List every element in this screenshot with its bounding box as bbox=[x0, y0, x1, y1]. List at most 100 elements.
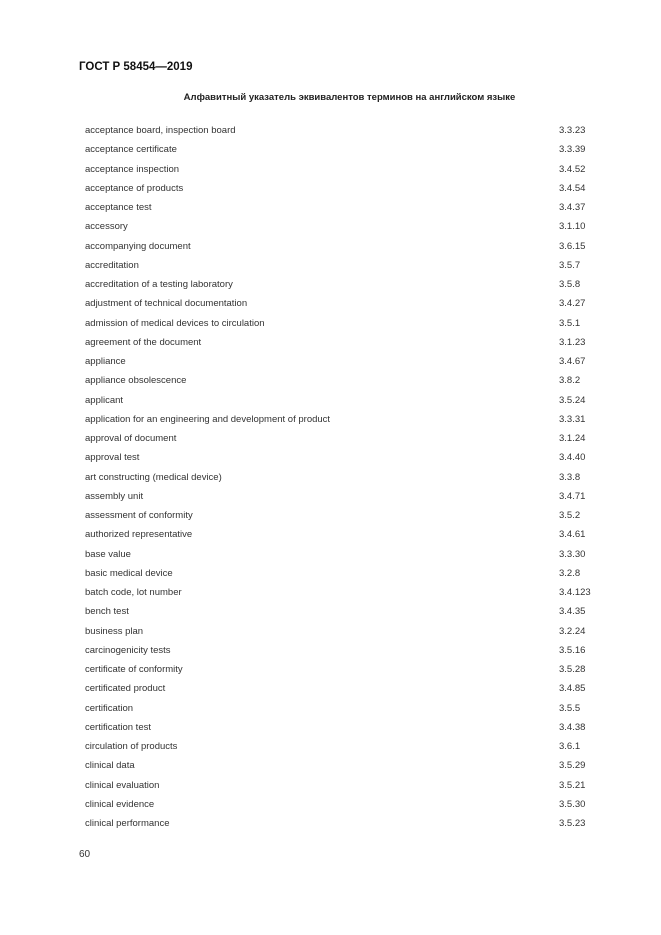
entry-term: certificated product bbox=[85, 683, 166, 695]
index-entry: certificate of conformity 3.5.28 bbox=[85, 660, 595, 679]
entry-term: art constructing (medical device) bbox=[85, 471, 222, 483]
index-entry: acceptance inspection 3.4.52 bbox=[85, 160, 595, 179]
index-entry: certification 3.5.5 bbox=[85, 699, 595, 718]
entry-term: accreditation of a testing laboratory bbox=[85, 279, 233, 291]
entry-term: clinical evaluation bbox=[85, 779, 160, 791]
entry-reference: 3.5.8 bbox=[559, 279, 581, 291]
entry-reference: 3.5.5 bbox=[559, 702, 581, 714]
entry-reference: 3.4.71 bbox=[559, 490, 586, 502]
entry-term: approval test bbox=[85, 452, 140, 464]
entry-term: assembly unit bbox=[85, 490, 144, 502]
entry-reference: 3.1.10 bbox=[559, 221, 586, 233]
term-index-list: acceptance board, inspection board 3.3.23… bbox=[85, 121, 595, 833]
entry-term: accompanying document bbox=[85, 240, 191, 252]
entry-reference: 3.1.24 bbox=[559, 433, 586, 445]
index-entry: authorized representative 3.4.61 bbox=[85, 525, 595, 544]
entry-reference: 3.4.35 bbox=[559, 606, 586, 618]
entry-term: certification bbox=[85, 702, 134, 714]
entry-reference: 3.8.2 bbox=[559, 375, 581, 387]
index-entry: admission of medical devices to circulat… bbox=[85, 314, 595, 333]
entry-term: clinical data bbox=[85, 760, 135, 772]
index-entry: circulation of products 3.6.1 bbox=[85, 737, 595, 756]
document-header: ГОСТ Р 58454—2019 bbox=[79, 61, 193, 73]
entry-term: applicant bbox=[85, 394, 124, 406]
index-entry: certificated product 3.4.85 bbox=[85, 679, 595, 698]
entry-term: admission of medical devices to circulat… bbox=[85, 317, 265, 329]
entry-reference: 3.3.39 bbox=[559, 144, 586, 156]
entry-term: base value bbox=[85, 548, 131, 560]
index-entry: carcinogenicity tests 3.5.16 bbox=[85, 641, 595, 660]
entry-reference: 3.4.27 bbox=[559, 298, 586, 310]
index-entry: acceptance board, inspection board 3.3.23 bbox=[85, 121, 595, 140]
index-entry: application for an engineering and devel… bbox=[85, 410, 595, 429]
entry-reference: 3.4.67 bbox=[559, 356, 586, 368]
entry-term: acceptance inspection bbox=[85, 163, 180, 175]
index-entry: clinical performance 3.5.23 bbox=[85, 814, 595, 833]
entry-reference: 3.4.52 bbox=[559, 163, 586, 175]
entry-term: certificate of conformity bbox=[85, 664, 183, 676]
index-entry: certification test 3.4.38 bbox=[85, 718, 595, 737]
entry-reference: 3.3.23 bbox=[559, 125, 586, 137]
index-entry: acceptance of products 3.4.54 bbox=[85, 179, 595, 198]
entry-term: appliance obsolescence bbox=[85, 375, 187, 387]
entry-term: business plan bbox=[85, 625, 144, 637]
entry-term: carcinogenicity tests bbox=[85, 644, 171, 656]
entry-term: acceptance of products bbox=[85, 182, 184, 194]
index-entry: batch code, lot number 3.4.123 bbox=[85, 583, 595, 602]
index-entry: appliance obsolescence 3.8.2 bbox=[85, 371, 595, 390]
index-entry: acceptance certificate 3.3.39 bbox=[85, 140, 595, 159]
entry-reference: 3.5.24 bbox=[559, 394, 586, 406]
index-title: Алфавитный указатель эквивалентов термин… bbox=[183, 92, 516, 103]
entry-reference: 3.5.30 bbox=[559, 798, 586, 810]
entry-term: agreement of the document bbox=[85, 336, 202, 348]
index-entry: adjustment of technical documentation 3.4… bbox=[85, 294, 595, 313]
index-entry: accessory 3.1.10 bbox=[85, 217, 595, 236]
entry-reference: 3.3.30 bbox=[559, 548, 586, 560]
entry-reference: 3.4.123 bbox=[559, 587, 591, 599]
entry-reference: 3.2.24 bbox=[559, 625, 586, 637]
index-entry: accompanying document 3.6.15 bbox=[85, 237, 595, 256]
entry-term: approval of document bbox=[85, 433, 177, 445]
index-entry: appliance 3.4.67 bbox=[85, 352, 595, 371]
index-entry: approval of document 3.1.24 bbox=[85, 429, 595, 448]
entry-term: accreditation bbox=[85, 259, 139, 271]
entry-term: acceptance board, inspection board bbox=[85, 125, 236, 137]
index-entry: assessment of conformity 3.5.2 bbox=[85, 506, 595, 525]
entry-reference: 3.4.54 bbox=[559, 182, 586, 194]
entry-term: basic medical device bbox=[85, 567, 173, 579]
entry-term: appliance bbox=[85, 356, 126, 368]
index-entry: clinical evidence 3.5.30 bbox=[85, 795, 595, 814]
entry-term: certification test bbox=[85, 721, 151, 733]
index-entry: accreditation 3.5.7 bbox=[85, 256, 595, 275]
index-entry: approval test 3.4.40 bbox=[85, 448, 595, 467]
page-number: 60 bbox=[79, 849, 91, 860]
entry-reference: 3.4.85 bbox=[559, 683, 586, 695]
entry-reference: 3.4.38 bbox=[559, 721, 586, 733]
entry-reference: 3.5.29 bbox=[559, 760, 586, 772]
index-entry: clinical data 3.5.29 bbox=[85, 756, 595, 775]
entry-term: bench test bbox=[85, 606, 129, 618]
entry-term: clinical performance bbox=[85, 818, 170, 830]
entry-term: accessory bbox=[85, 221, 128, 233]
entry-term: acceptance certificate bbox=[85, 144, 177, 156]
entry-reference: 3.4.37 bbox=[559, 202, 586, 214]
entry-reference: 3.5.23 bbox=[559, 818, 586, 830]
index-entry: business plan 3.2.24 bbox=[85, 622, 595, 641]
entry-reference: 3.5.1 bbox=[559, 317, 581, 329]
entry-reference: 3.6.1 bbox=[559, 741, 581, 753]
entry-reference: 3.5.28 bbox=[559, 664, 586, 676]
entry-reference: 3.5.7 bbox=[559, 259, 581, 271]
index-entry: basic medical device 3.2.8 bbox=[85, 564, 595, 583]
index-entry: agreement of the document 3.1.23 bbox=[85, 333, 595, 352]
entry-reference: 3.4.61 bbox=[559, 529, 586, 541]
entry-term: application for an engineering and devel… bbox=[85, 413, 331, 425]
entry-term: batch code, lot number bbox=[85, 587, 182, 599]
entry-term: clinical evidence bbox=[85, 798, 155, 810]
entry-term: circulation of products bbox=[85, 741, 178, 753]
index-entry: art constructing (medical device) 3.3.8 bbox=[85, 468, 595, 487]
entry-term: adjustment of technical documentation bbox=[85, 298, 248, 310]
entry-reference: 3.5.21 bbox=[559, 779, 586, 791]
entry-term: authorized representative bbox=[85, 529, 193, 541]
index-entry: clinical evaluation 3.5.21 bbox=[85, 776, 595, 795]
entry-reference: 3.6.15 bbox=[559, 240, 586, 252]
